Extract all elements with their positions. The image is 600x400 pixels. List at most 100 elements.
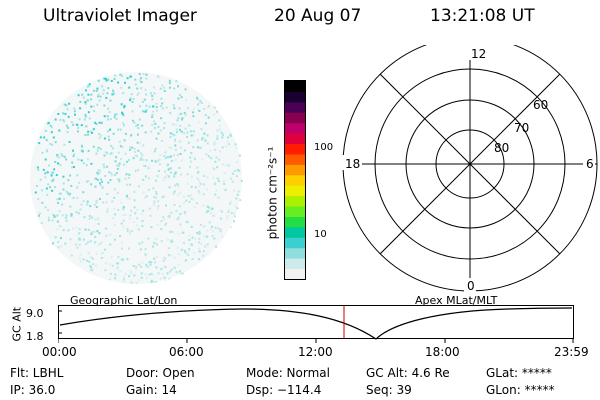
- disk-speckle: [137, 149, 140, 152]
- disk-speckle: [85, 89, 87, 92]
- disk-speckle: [173, 134, 176, 137]
- disk-speckle: [103, 248, 106, 251]
- disk-speckle: [138, 118, 141, 121]
- disk-speckle: [88, 217, 91, 220]
- disk-speckle: [188, 124, 191, 127]
- disk-speckle: [85, 242, 88, 245]
- disk-speckle: [199, 100, 202, 103]
- disk-speckle: [123, 104, 126, 107]
- disk-background: [30, 72, 242, 284]
- disk-speckle: [172, 192, 175, 195]
- disk-speckle: [85, 125, 88, 128]
- disk-speckle: [96, 149, 99, 152]
- disk-speckle: [145, 93, 147, 96]
- disk-speckle: [95, 152, 98, 155]
- disk-speckle: [197, 190, 200, 193]
- disk-speckle: [45, 187, 48, 190]
- disk-speckle: [80, 124, 83, 127]
- disk-speckle: [71, 166, 74, 169]
- disk-speckle: [151, 273, 154, 276]
- disk-speckle: [150, 272, 153, 275]
- disk-speckle: [204, 244, 207, 247]
- disk-speckle: [76, 186, 79, 189]
- disk-speckle: [179, 124, 182, 127]
- disk-speckle: [155, 241, 158, 244]
- disk-speckle: [61, 203, 64, 206]
- disk-speckle: [142, 158, 145, 161]
- disk-speckle: [223, 172, 226, 175]
- disk-speckle: [145, 263, 148, 266]
- disk-speckle: [184, 260, 187, 263]
- disk-speckle: [132, 98, 135, 100]
- disk-speckle: [169, 135, 172, 138]
- disk-speckle: [217, 227, 220, 230]
- disk-speckle: [183, 132, 185, 135]
- disk-speckle: [94, 185, 97, 188]
- disk-speckle: [80, 149, 83, 152]
- disk-speckle: [129, 148, 132, 151]
- disk-speckle: [59, 163, 62, 166]
- disk-speckle: [106, 115, 109, 118]
- disk-speckle: [102, 201, 105, 204]
- disk-speckle: [57, 201, 59, 204]
- disk-speckle: [114, 74, 117, 77]
- disk-speckle: [160, 97, 163, 100]
- colorbar-cell: [285, 237, 305, 249]
- disk-speckle: [92, 145, 95, 148]
- disk-speckle: [110, 173, 113, 176]
- disk-speckle: [128, 176, 130, 179]
- disk-speckle: [161, 272, 164, 275]
- disk-speckle: [47, 209, 50, 212]
- disk-speckle: [186, 221, 189, 224]
- disk-speckle: [74, 113, 76, 116]
- disk-speckle: [110, 144, 113, 147]
- disk-speckle: [133, 121, 136, 124]
- disk-speckle: [119, 145, 122, 148]
- disk-speckle: [67, 229, 70, 232]
- polar-lat-70: 70: [514, 121, 529, 135]
- disk-speckle: [57, 246, 60, 249]
- disk-speckle: [149, 214, 152, 217]
- gc-alt-axis-label: GC Alt: [10, 306, 24, 342]
- disk-speckle: [155, 137, 158, 140]
- disk-speckle: [209, 209, 212, 212]
- disk-speckle: [67, 192, 70, 195]
- disk-speckle: [113, 223, 116, 226]
- disk-speckle: [219, 209, 222, 212]
- disk-speckle: [44, 176, 47, 179]
- disk-speckle: [143, 98, 146, 101]
- disk-speckle: [170, 241, 173, 243]
- disk-speckle: [169, 254, 172, 257]
- disk-speckle: [90, 93, 93, 96]
- disk-speckle: [173, 173, 176, 175]
- disk-speckle: [69, 192, 72, 195]
- disk-speckle: [201, 136, 204, 139]
- disk-speckle: [105, 201, 108, 204]
- disk-speckle: [162, 179, 165, 182]
- disk-speckle: [216, 137, 219, 140]
- disk-speckle: [145, 108, 148, 111]
- colorbar-cell: [285, 101, 305, 113]
- disk-speckle: [128, 197, 131, 200]
- disk-speckle: [226, 217, 229, 220]
- disk-speckle: [183, 111, 186, 114]
- disk-speckle: [72, 149, 74, 152]
- disk-speckle: [46, 193, 49, 196]
- disk-speckle: [212, 230, 215, 233]
- disk-speckle: [181, 272, 184, 275]
- disk-speckle: [171, 230, 174, 233]
- disk-speckle: [221, 210, 224, 213]
- disk-speckle: [163, 122, 166, 125]
- disk-speckle: [96, 178, 99, 181]
- disk-speckle: [140, 152, 143, 155]
- disk-speckle: [58, 156, 61, 159]
- disk-speckle: [203, 138, 206, 141]
- disk-speckle: [77, 158, 80, 161]
- disk-speckle: [231, 172, 234, 175]
- disk-speckle: [141, 110, 144, 113]
- disk-speckle: [178, 205, 181, 208]
- disk-speckle: [109, 118, 112, 121]
- disk-speckle: [187, 253, 190, 256]
- disk-speckle: [176, 154, 179, 157]
- disk-speckle: [221, 136, 224, 139]
